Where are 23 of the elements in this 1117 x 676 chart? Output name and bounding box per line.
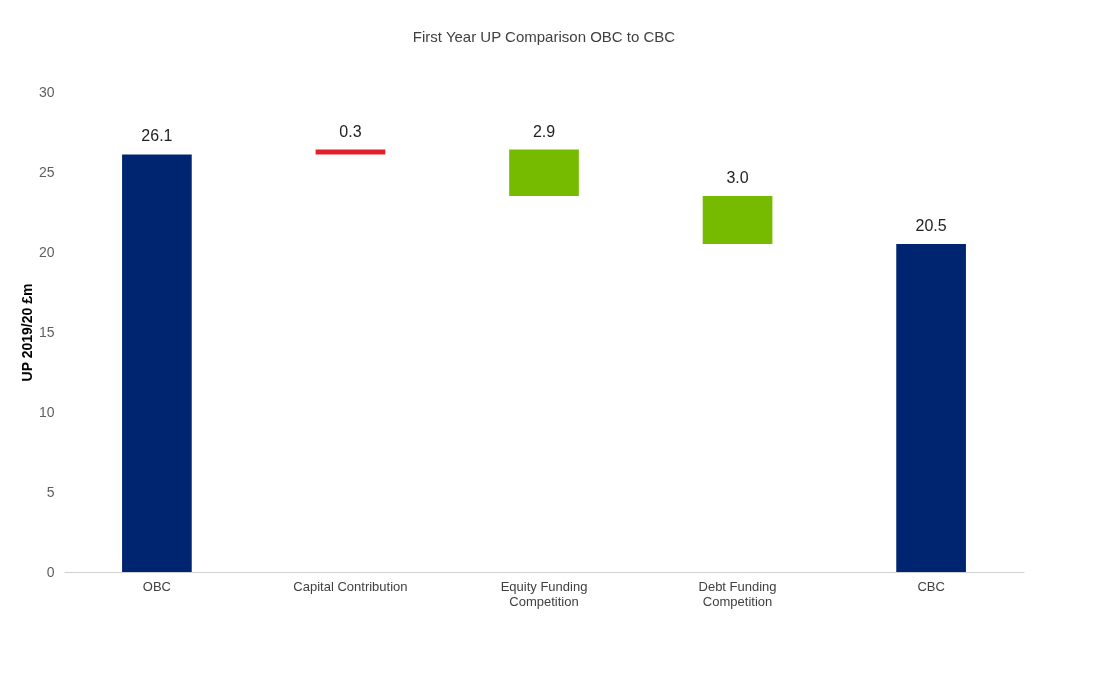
x-tick-label: CBC <box>917 578 945 594</box>
data-label: 20.5 <box>915 217 947 234</box>
chart-title: First Year UP Comparison OBC to CBC <box>412 28 676 45</box>
bar <box>702 196 773 244</box>
y-tick-label: 0 <box>46 563 55 580</box>
x-tick-label: Capital Contribution <box>293 578 408 594</box>
data-label: 2.9 <box>532 122 556 140</box>
data-label: 3.0 <box>726 169 749 186</box>
y-tick-label: 25 <box>38 163 55 180</box>
x-tick-label: OBC <box>142 578 171 594</box>
y-tick-label: 5 <box>46 483 55 500</box>
bar <box>896 244 966 572</box>
y-axis-title: UP 2019/20 £m <box>18 283 35 382</box>
y-tick-label: 20 <box>38 243 55 260</box>
x-tick-label: Equity Funding Competition <box>500 578 588 609</box>
bar <box>509 149 579 196</box>
bar <box>122 154 192 572</box>
x-tick-label: Debt Funding Competition <box>698 578 777 609</box>
y-tick-label: 15 <box>38 323 55 340</box>
data-label: 0.3 <box>339 122 362 140</box>
data-label: 26.1 <box>141 127 173 145</box>
y-tick-label: 10 <box>38 403 55 420</box>
y-tick-label: 30 <box>38 83 55 100</box>
